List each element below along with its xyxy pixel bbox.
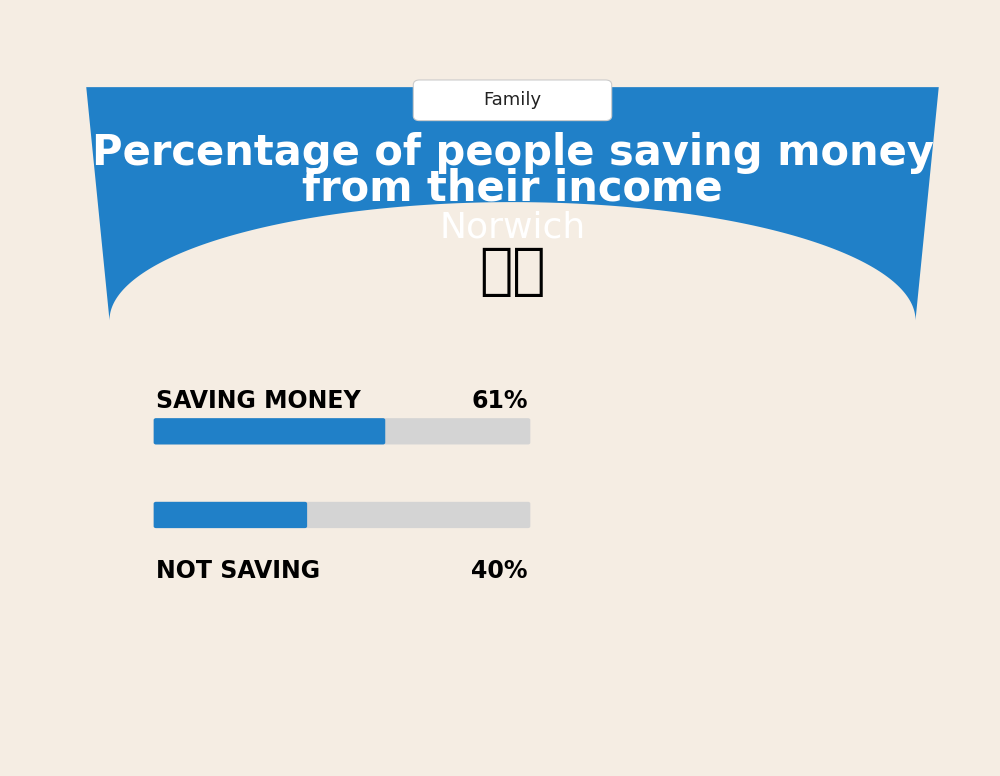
- Text: SAVING MONEY: SAVING MONEY: [156, 389, 361, 413]
- Text: from their income: from their income: [302, 168, 723, 210]
- FancyBboxPatch shape: [154, 418, 385, 445]
- Text: NOT SAVING: NOT SAVING: [156, 559, 320, 584]
- Text: 40%: 40%: [472, 559, 528, 584]
- FancyBboxPatch shape: [154, 502, 530, 528]
- Text: 🇬🇧: 🇬🇧: [479, 245, 546, 300]
- FancyBboxPatch shape: [154, 502, 307, 528]
- Text: Family: Family: [483, 92, 542, 109]
- FancyBboxPatch shape: [154, 418, 530, 445]
- Polygon shape: [86, 87, 939, 320]
- Text: 61%: 61%: [472, 389, 528, 413]
- FancyBboxPatch shape: [413, 80, 612, 120]
- Text: Percentage of people saving money: Percentage of people saving money: [92, 132, 934, 174]
- Text: Norwich: Norwich: [439, 210, 586, 244]
